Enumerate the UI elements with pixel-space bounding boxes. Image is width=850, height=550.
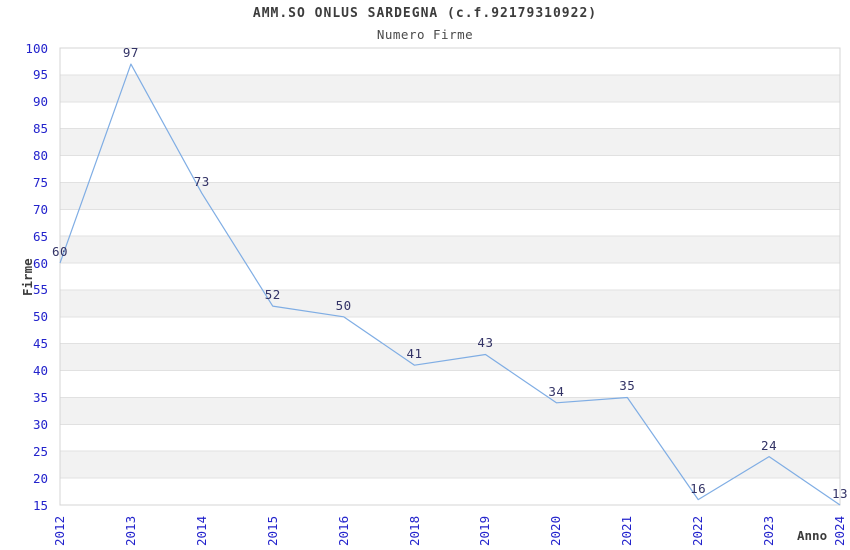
y-tick-label: 95 xyxy=(32,67,48,83)
data-point-label: 35 xyxy=(619,378,636,394)
data-point-label: 41 xyxy=(406,346,423,362)
x-tick-label: 2024 xyxy=(832,515,847,546)
x-tick-label: 2023 xyxy=(761,515,777,546)
x-tick-label: 2022 xyxy=(690,515,706,546)
x-tick-label: 2014 xyxy=(193,515,209,546)
y-tick-label: 40 xyxy=(32,363,48,379)
y-tick-label: 35 xyxy=(32,389,48,405)
y-tick-label: 60 xyxy=(32,255,48,271)
grid-band xyxy=(60,451,840,479)
y-tick-label: 45 xyxy=(32,336,48,352)
grid-band xyxy=(60,397,840,425)
x-tick-label: 2018 xyxy=(406,515,422,546)
grid-band xyxy=(60,128,840,156)
data-point-label: 13 xyxy=(831,486,849,501)
x-tick-label: 2020 xyxy=(548,515,564,546)
y-tick-label: 85 xyxy=(32,121,48,137)
x-tick-label: 2012 xyxy=(52,515,67,546)
chart-title: AMM.SO ONLUS SARDEGNA (c.f.92179310922) xyxy=(252,6,598,21)
plot-border xyxy=(59,47,841,506)
x-axis-title: Anno xyxy=(797,528,828,543)
grid-band xyxy=(60,74,840,102)
data-point-label: 34 xyxy=(548,383,565,399)
data-point-label: 16 xyxy=(690,480,707,496)
data-point-label: 52 xyxy=(264,287,281,303)
y-tick-label: 55 xyxy=(32,282,48,298)
y-tick-label: 50 xyxy=(32,309,48,325)
grid-band xyxy=(60,182,840,210)
y-tick-label: 70 xyxy=(32,201,48,217)
data-point-label: 60 xyxy=(51,244,69,260)
y-tick-label: 90 xyxy=(32,94,48,110)
y-tick-label: 25 xyxy=(32,443,48,459)
y-tick-label: 100 xyxy=(25,40,48,56)
data-point-label: 50 xyxy=(335,297,352,313)
grid-band xyxy=(60,289,840,317)
y-tick-label: 80 xyxy=(32,148,48,164)
x-tick-label: 2019 xyxy=(477,515,493,546)
x-tick-label: 2016 xyxy=(335,515,351,546)
data-point-label: 97 xyxy=(122,45,139,61)
chart-subtitle: Numero Firme xyxy=(376,27,474,42)
grid-band xyxy=(60,236,840,264)
y-tick-label: 65 xyxy=(32,228,48,244)
y-tick-label: 30 xyxy=(32,416,48,432)
data-point-label: 43 xyxy=(477,335,494,351)
x-tick-label: 2013 xyxy=(122,515,138,546)
x-tick-label: 2021 xyxy=(619,515,635,546)
series-line xyxy=(59,63,841,506)
grid-band xyxy=(60,343,840,371)
x-tick-label: 2015 xyxy=(264,515,280,546)
data-point-label: 24 xyxy=(761,437,778,453)
y-tick-label: 20 xyxy=(32,470,48,486)
y-tick-label: 75 xyxy=(32,174,48,190)
y-tick-label: 15 xyxy=(32,497,48,513)
data-point-label: 73 xyxy=(193,174,210,190)
